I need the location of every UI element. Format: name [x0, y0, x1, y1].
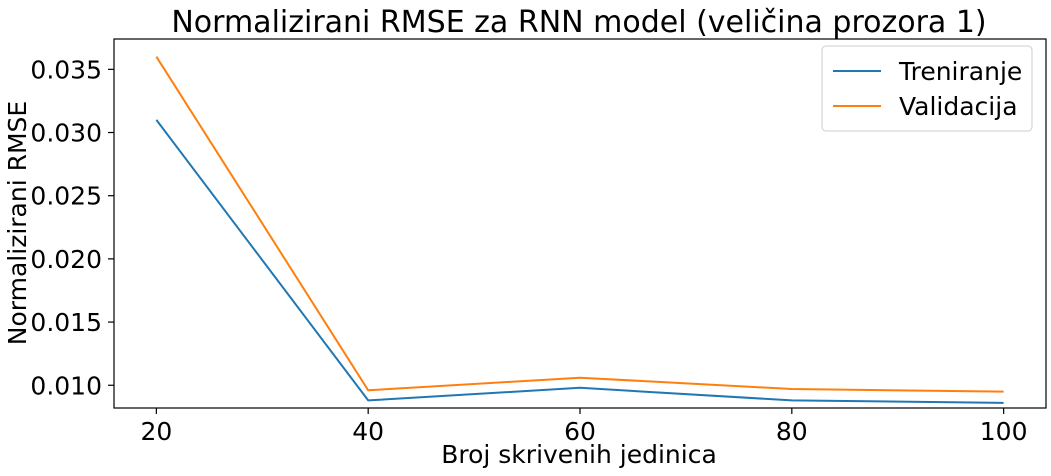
y-tick-label: 0.030: [30, 119, 102, 148]
y-tick-label: 0.020: [30, 245, 102, 274]
legend-label-validacija: Validacija: [899, 92, 1018, 121]
x-tick-label: 60: [564, 417, 596, 446]
y-tick-label: 0.010: [30, 371, 102, 400]
y-tick-label: 0.035: [30, 55, 102, 84]
x-tick-label: 80: [776, 417, 808, 446]
series-layer: [155, 56, 1004, 404]
y-tick-label: 0.015: [30, 308, 102, 337]
legend-label-treniranje: Treniranje: [898, 57, 1022, 86]
legend-box: [821, 45, 1033, 132]
y-tick-label: 0.025: [30, 182, 102, 211]
x-tick-label: 20: [140, 417, 172, 446]
y-axis: 0.010 0.015 0.020 0.025 0.030 0.035: [30, 55, 114, 400]
x-axis: 20 40 60 80 100: [140, 408, 1027, 446]
x-tick-label: 40: [352, 417, 384, 446]
y-axis-label: Normalizirani RMSE: [3, 101, 32, 345]
x-tick-label: 100: [980, 417, 1028, 446]
chart-title: Normalizirani RMSE za RNN model (veličin…: [171, 5, 986, 40]
legend: Treniranje Validacija: [821, 45, 1033, 132]
x-axis-label: Broj skrivenih jedinica: [441, 440, 717, 469]
series-line-treniranje: [155, 119, 1004, 404]
